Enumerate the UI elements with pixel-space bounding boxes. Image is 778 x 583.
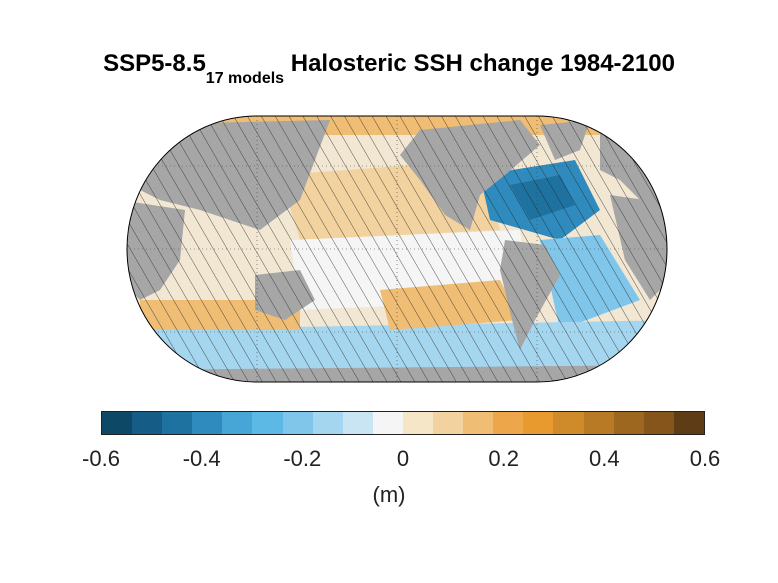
colorbar-tick-label: 0.6 xyxy=(689,446,721,471)
colorbar-cell xyxy=(463,412,494,434)
colorbar-cell xyxy=(162,412,193,434)
colorbar-cell xyxy=(583,412,614,434)
colorbar-cell xyxy=(493,412,524,434)
colorbar-cell xyxy=(252,412,283,434)
title-scenario: SSP5-8.5 xyxy=(103,50,206,77)
colorbar-cell xyxy=(192,412,223,434)
colorbar-cell xyxy=(673,412,704,434)
colorbar-cell xyxy=(222,412,253,434)
title-models: 17 models xyxy=(205,70,285,87)
colorbar-cell xyxy=(553,412,584,434)
colorbar-cell xyxy=(282,412,313,434)
colorbar-cell xyxy=(342,412,373,434)
colorbar-ticks: -0.6 -0.4 -0.2 0 0.2 0.4 0.6 xyxy=(0,446,778,476)
graticule xyxy=(130,116,667,382)
colorbar-cell xyxy=(402,412,434,434)
colorbar-tick-label: -0.6 xyxy=(82,446,120,471)
colorbar-unit-label: (m) xyxy=(372,482,406,507)
colorbar-cell xyxy=(523,412,554,434)
colorbar-cell xyxy=(132,412,163,434)
title-main: Halosteric SSH change 1984-2100 xyxy=(284,50,675,77)
colorbar-cell xyxy=(613,412,644,434)
chart-title: SSP5-8.517 models Halosteric SSH change … xyxy=(0,50,778,87)
colorbar-cell xyxy=(643,412,674,434)
colorbar-cell xyxy=(433,412,464,434)
colorbar-cell xyxy=(312,412,343,434)
colorbar-cell xyxy=(372,412,403,434)
colorbar-tick-label: -0.2 xyxy=(283,446,322,471)
map-border xyxy=(126,115,668,383)
colorbar-tick-label: -0.4 xyxy=(182,446,221,471)
colorbar-tick-label: 0 xyxy=(396,446,410,471)
colorbar-cell xyxy=(102,412,133,434)
colorbar-tick-label: 0.4 xyxy=(589,446,620,471)
hatching-overlay xyxy=(127,116,667,382)
colorbar-tick-label: 0.2 xyxy=(488,446,519,471)
colorbar xyxy=(101,411,705,435)
